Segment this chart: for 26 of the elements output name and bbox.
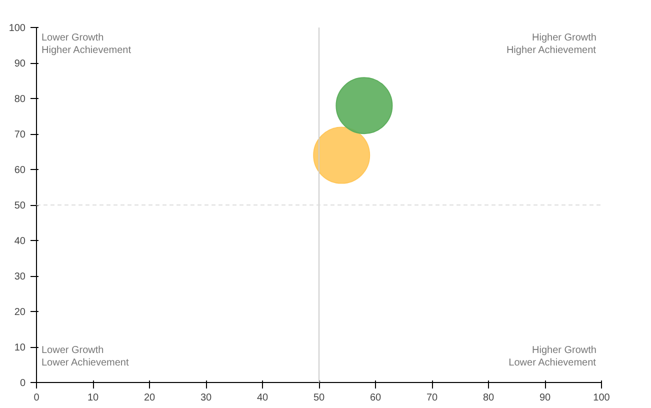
x-tick-label: 30 bbox=[200, 392, 212, 404]
x-tick-label: 0 bbox=[34, 392, 40, 404]
annotation: Lower Growth Lower Achievement bbox=[42, 344, 129, 368]
y-tick-label: 10 bbox=[14, 342, 26, 354]
annotation: Higher Growth Higher Achievement bbox=[506, 32, 596, 56]
x-tick-label: 60 bbox=[370, 392, 382, 404]
x-tick-label: 90 bbox=[539, 392, 551, 404]
y-tick-label: 70 bbox=[14, 130, 26, 140]
x-tick-label: 70 bbox=[426, 392, 438, 404]
y-tick-label: 40 bbox=[14, 236, 26, 247]
x-tick-label: 10 bbox=[87, 392, 99, 404]
y-tick-label: 90 bbox=[14, 58, 26, 70]
annotation: Lower Growth Higher Achievement bbox=[42, 32, 132, 56]
x-tick-label: 50 bbox=[313, 392, 325, 404]
y-tick-label: 60 bbox=[14, 165, 26, 176]
x-tick-label: 20 bbox=[144, 392, 156, 404]
y-tick-label: 100 bbox=[8, 23, 26, 34]
annotation: Higher Growth Lower Achievement bbox=[508, 344, 596, 368]
y-tick-label: 30 bbox=[14, 272, 26, 282]
y-tick-label: 0 bbox=[20, 378, 26, 389]
x-tick-label: 40 bbox=[256, 392, 268, 404]
x-tick-label: 100 bbox=[593, 392, 610, 404]
y-tick-label: 80 bbox=[14, 94, 26, 105]
y-tick-label: 20 bbox=[14, 307, 26, 318]
y-tick-label: 50 bbox=[14, 200, 26, 212]
x-tick-label: 80 bbox=[482, 392, 494, 404]
